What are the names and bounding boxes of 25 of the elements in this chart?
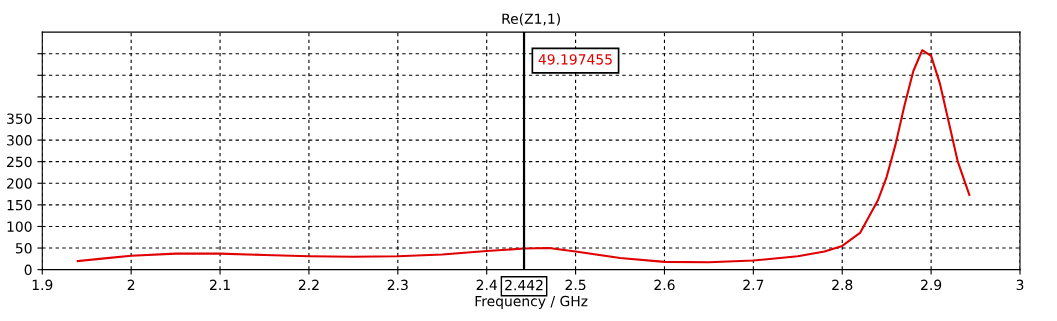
y-tick-label: 200	[7, 178, 32, 189]
y-tick-label: 50	[15, 243, 32, 254]
line-series	[76, 49, 971, 264]
x-tick-label: 2.1	[210, 279, 230, 290]
annotation: 49.197455	[538, 54, 612, 65]
x-tick-label: 2.8	[832, 279, 853, 291]
x-tick-label: 2.2	[298, 279, 319, 290]
x-tick-label: 2.4	[476, 279, 497, 290]
x-tick-label: 2.9	[921, 279, 942, 291]
x-tick-label: 2	[127, 279, 135, 290]
y-tick-label: 150	[7, 199, 32, 211]
y-tick-label: 350	[7, 113, 32, 124]
chart-title: Re(Z1,1)	[502, 13, 560, 26]
y-tick-label: 300	[7, 135, 32, 146]
x-tick-label: 2.7	[743, 279, 764, 290]
x-tick-label: 2.6	[654, 279, 675, 291]
x-tick-label: 1.9	[32, 279, 53, 291]
ref-line-label: 2.442	[505, 279, 543, 291]
x-tick-label: 2.3	[387, 279, 408, 291]
x-tick-label: 2.5	[565, 279, 586, 291]
y-tick-label: 100	[7, 221, 32, 232]
x-axis-title: Frequency / GHz	[475, 295, 588, 310]
y-tick-label: 250	[7, 156, 32, 168]
x-tick-label: 3	[1016, 279, 1024, 291]
y-tick-label: 0	[24, 264, 32, 276]
